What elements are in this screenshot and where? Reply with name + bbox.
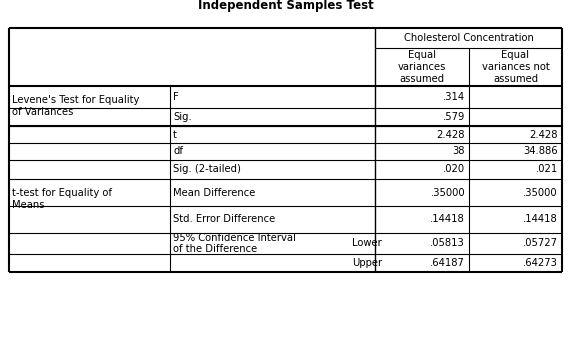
Text: .64187: .64187 bbox=[430, 258, 465, 268]
Text: Std. Error Difference: Std. Error Difference bbox=[173, 215, 275, 224]
Text: Upper: Upper bbox=[352, 258, 382, 268]
Text: 38: 38 bbox=[453, 147, 465, 156]
Text: .35000: .35000 bbox=[430, 188, 465, 197]
Text: Lower: Lower bbox=[352, 238, 382, 249]
Text: Sig.: Sig. bbox=[173, 112, 192, 122]
Text: .579: .579 bbox=[442, 112, 465, 122]
Text: .020: .020 bbox=[443, 164, 465, 175]
Text: t: t bbox=[173, 130, 177, 139]
Text: .35000: .35000 bbox=[523, 188, 558, 197]
Text: .05813: .05813 bbox=[430, 238, 465, 249]
Text: Independent Samples Test: Independent Samples Test bbox=[198, 0, 374, 12]
Text: Cholesterol Concentration: Cholesterol Concentration bbox=[403, 33, 533, 43]
Text: 95% Confidence Interval
of the Difference: 95% Confidence Interval of the Differenc… bbox=[173, 233, 296, 254]
Text: .14418: .14418 bbox=[523, 215, 558, 224]
Text: F: F bbox=[173, 92, 179, 102]
Text: df: df bbox=[173, 147, 183, 156]
Text: Sig. (2-tailed): Sig. (2-tailed) bbox=[173, 164, 241, 175]
Text: .05727: .05727 bbox=[523, 238, 558, 249]
Text: Equal
variances
assumed: Equal variances assumed bbox=[398, 50, 446, 83]
Text: .14418: .14418 bbox=[430, 215, 465, 224]
Text: .64273: .64273 bbox=[523, 258, 558, 268]
Text: 2.428: 2.428 bbox=[437, 130, 465, 139]
Text: .314: .314 bbox=[443, 92, 465, 102]
Text: .021: .021 bbox=[536, 164, 558, 175]
Text: Equal
variances not
assumed: Equal variances not assumed bbox=[482, 50, 550, 83]
Text: 34.886: 34.886 bbox=[523, 147, 558, 156]
Text: t-test for Equality of
Means: t-test for Equality of Means bbox=[12, 188, 112, 210]
Text: Levene's Test for Equality
of Variances: Levene's Test for Equality of Variances bbox=[12, 95, 139, 117]
Text: 2.428: 2.428 bbox=[529, 130, 558, 139]
Text: Mean Difference: Mean Difference bbox=[173, 188, 256, 197]
